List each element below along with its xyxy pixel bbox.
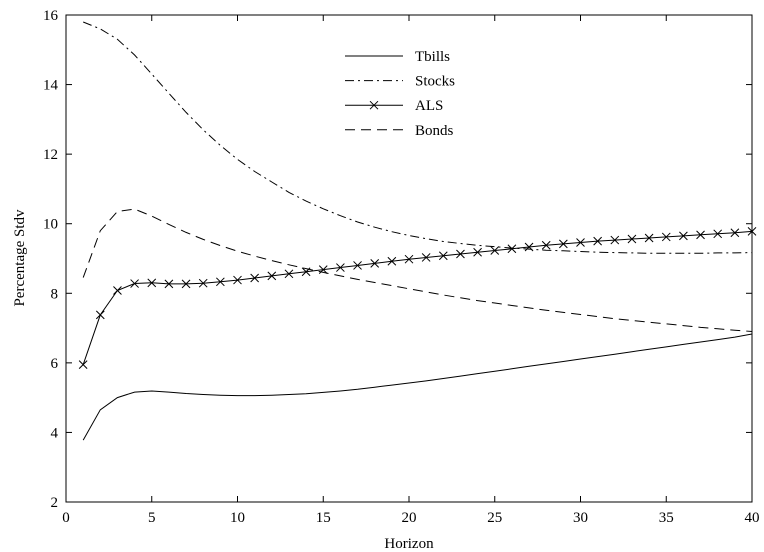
- series-marker-als: [198, 278, 208, 288]
- series-marker-als: [610, 235, 620, 245]
- series-marker-als: [558, 239, 568, 249]
- series-marker-als: [627, 234, 637, 244]
- series-marker-als: [730, 228, 740, 238]
- y-tick-label: 6: [51, 356, 59, 372]
- series-marker-als: [421, 253, 431, 262]
- series-marker-als: [747, 227, 757, 236]
- series-marker-als: [181, 279, 191, 289]
- legend-label-bonds: Bonds: [415, 123, 454, 139]
- series-marker-als: [593, 236, 603, 246]
- y-tick-label: 16: [43, 8, 59, 24]
- x-tick-label: 40: [745, 510, 760, 526]
- x-tick-label: 15: [316, 510, 331, 526]
- series-marker-als: [336, 263, 345, 272]
- x-tick-label: 5: [148, 510, 156, 526]
- x-tick-label: 25: [487, 510, 502, 526]
- series-marker-als: [387, 256, 397, 266]
- series-marker-als: [576, 238, 585, 247]
- series-marker-als: [147, 278, 157, 288]
- x-tick-label: 20: [402, 510, 417, 526]
- y-tick-label: 12: [43, 147, 58, 163]
- y-tick-label: 8: [51, 286, 59, 302]
- legend-label-tbills: Tbills: [415, 49, 450, 65]
- series-marker-als: [473, 247, 482, 257]
- y-tick-label: 10: [43, 217, 58, 233]
- series-marker-als: [353, 261, 362, 270]
- series-layer: [78, 21, 757, 441]
- legend-label-als: ALS: [415, 98, 443, 114]
- series-marker-als: [541, 240, 551, 250]
- legend-label-stocks: Stocks: [415, 74, 455, 90]
- series-marker-als: [438, 251, 448, 261]
- series-marker-als: [130, 279, 139, 288]
- series-marker-als: [95, 310, 105, 320]
- x-tick-label: 0: [62, 510, 70, 526]
- legend: Tbills Stocks ALS Bonds: [345, 49, 455, 139]
- series-marker-als: [679, 231, 688, 241]
- series-line-als: [82, 230, 753, 365]
- series-marker-als: [456, 249, 465, 259]
- series-marker-als: [113, 286, 122, 295]
- axis-ticks: 0 5 10 15 20 25 30 35 40 2 4 6 8 10 12 14 16: [43, 8, 760, 526]
- series-marker-als: [78, 360, 88, 369]
- series-marker-als: [215, 277, 225, 287]
- y-tick-label: 14: [43, 78, 59, 94]
- series-marker-als: [524, 242, 534, 252]
- series-marker-als: [267, 271, 277, 281]
- x-tick-label: 35: [659, 510, 674, 526]
- series-line-bonds: [82, 208, 753, 332]
- series-marker-als: [250, 273, 260, 283]
- legend-marker-als: [369, 100, 379, 110]
- x-tick-label: 30: [573, 510, 588, 526]
- series-marker-als: [370, 259, 380, 268]
- x-axis-label: Horizon: [384, 536, 434, 552]
- series-line-tbills: [82, 333, 753, 441]
- series-marker-als: [164, 279, 174, 289]
- series-marker-als: [404, 254, 414, 264]
- series-marker-als: [713, 229, 723, 239]
- series-marker-als: [490, 246, 500, 255]
- series-marker-als: [661, 232, 671, 242]
- y-axis-label: Percentage Stdv: [12, 209, 28, 307]
- y-tick-label: 4: [51, 425, 59, 441]
- series-marker-als: [507, 244, 517, 254]
- series-marker-als: [644, 233, 654, 243]
- series-marker-als: [233, 275, 242, 285]
- y-tick-label: 2: [51, 495, 59, 511]
- series-marker-als: [284, 269, 294, 279]
- series-line-stocks: [83, 21, 753, 254]
- series-marker-als: [696, 230, 705, 240]
- x-tick-label: 10: [230, 510, 245, 526]
